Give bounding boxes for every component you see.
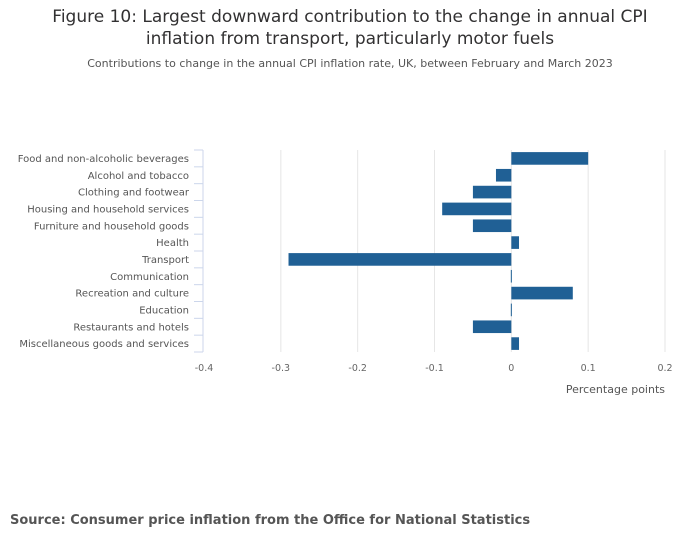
category-label: Restaurants and hotels bbox=[73, 322, 189, 333]
x-tick-label: -0.2 bbox=[348, 363, 367, 374]
bar bbox=[442, 202, 512, 216]
source-note: Source: Consumer price inflation from th… bbox=[10, 513, 531, 528]
bar bbox=[472, 219, 512, 233]
y-axis: Food and non-alcoholic beverages Alcohol … bbox=[18, 149, 204, 353]
x-tick-label: 0.2 bbox=[657, 363, 672, 374]
bar bbox=[288, 253, 512, 266]
bar bbox=[511, 286, 573, 300]
bars bbox=[288, 152, 589, 350]
category-label: Housing and household services bbox=[27, 204, 189, 215]
bar bbox=[472, 185, 512, 199]
category-label: Health bbox=[156, 238, 189, 249]
category-label: Transport bbox=[141, 255, 189, 266]
category-label: Clothing and footwear bbox=[78, 188, 190, 199]
grid-lines bbox=[280, 150, 666, 352]
x-tick-label: -0.1 bbox=[425, 363, 444, 374]
bar bbox=[495, 168, 512, 182]
category-label: Miscellaneous goods and services bbox=[19, 339, 189, 350]
bar bbox=[510, 303, 512, 317]
category-label: Alcohol and tobacco bbox=[88, 171, 189, 182]
bar bbox=[511, 152, 589, 165]
chart-title-line-1: Figure 10: Largest downward contribution… bbox=[52, 7, 648, 27]
chart-title: Figure 10: Largest downward contribution… bbox=[0, 6, 700, 50]
category-label: Education bbox=[139, 305, 189, 316]
bar bbox=[511, 236, 520, 249]
x-tick-label: -0.3 bbox=[272, 363, 291, 374]
category-label: Furniture and household goods bbox=[34, 221, 189, 232]
bar bbox=[511, 337, 520, 350]
x-tick-label: 0 bbox=[508, 363, 514, 374]
x-tick-label: -0.4 bbox=[195, 363, 214, 374]
x-tick-label: 0.1 bbox=[581, 363, 596, 374]
x-axis-title: Percentage points bbox=[566, 383, 665, 396]
chart-title-line-2: inflation from transport, particularly m… bbox=[145, 29, 555, 49]
category-label: Communication bbox=[110, 272, 189, 283]
chart-subtitle: Contributions to change in the annual CP… bbox=[87, 57, 613, 70]
category-label: Food and non-alcoholic beverages bbox=[18, 154, 189, 165]
bar bbox=[472, 320, 512, 334]
bar bbox=[510, 269, 512, 283]
category-label: Recreation and culture bbox=[75, 289, 189, 300]
x-axis-ticks: -0.4 -0.3 -0.2 -0.1 0 0.1 0.2 bbox=[195, 363, 673, 374]
